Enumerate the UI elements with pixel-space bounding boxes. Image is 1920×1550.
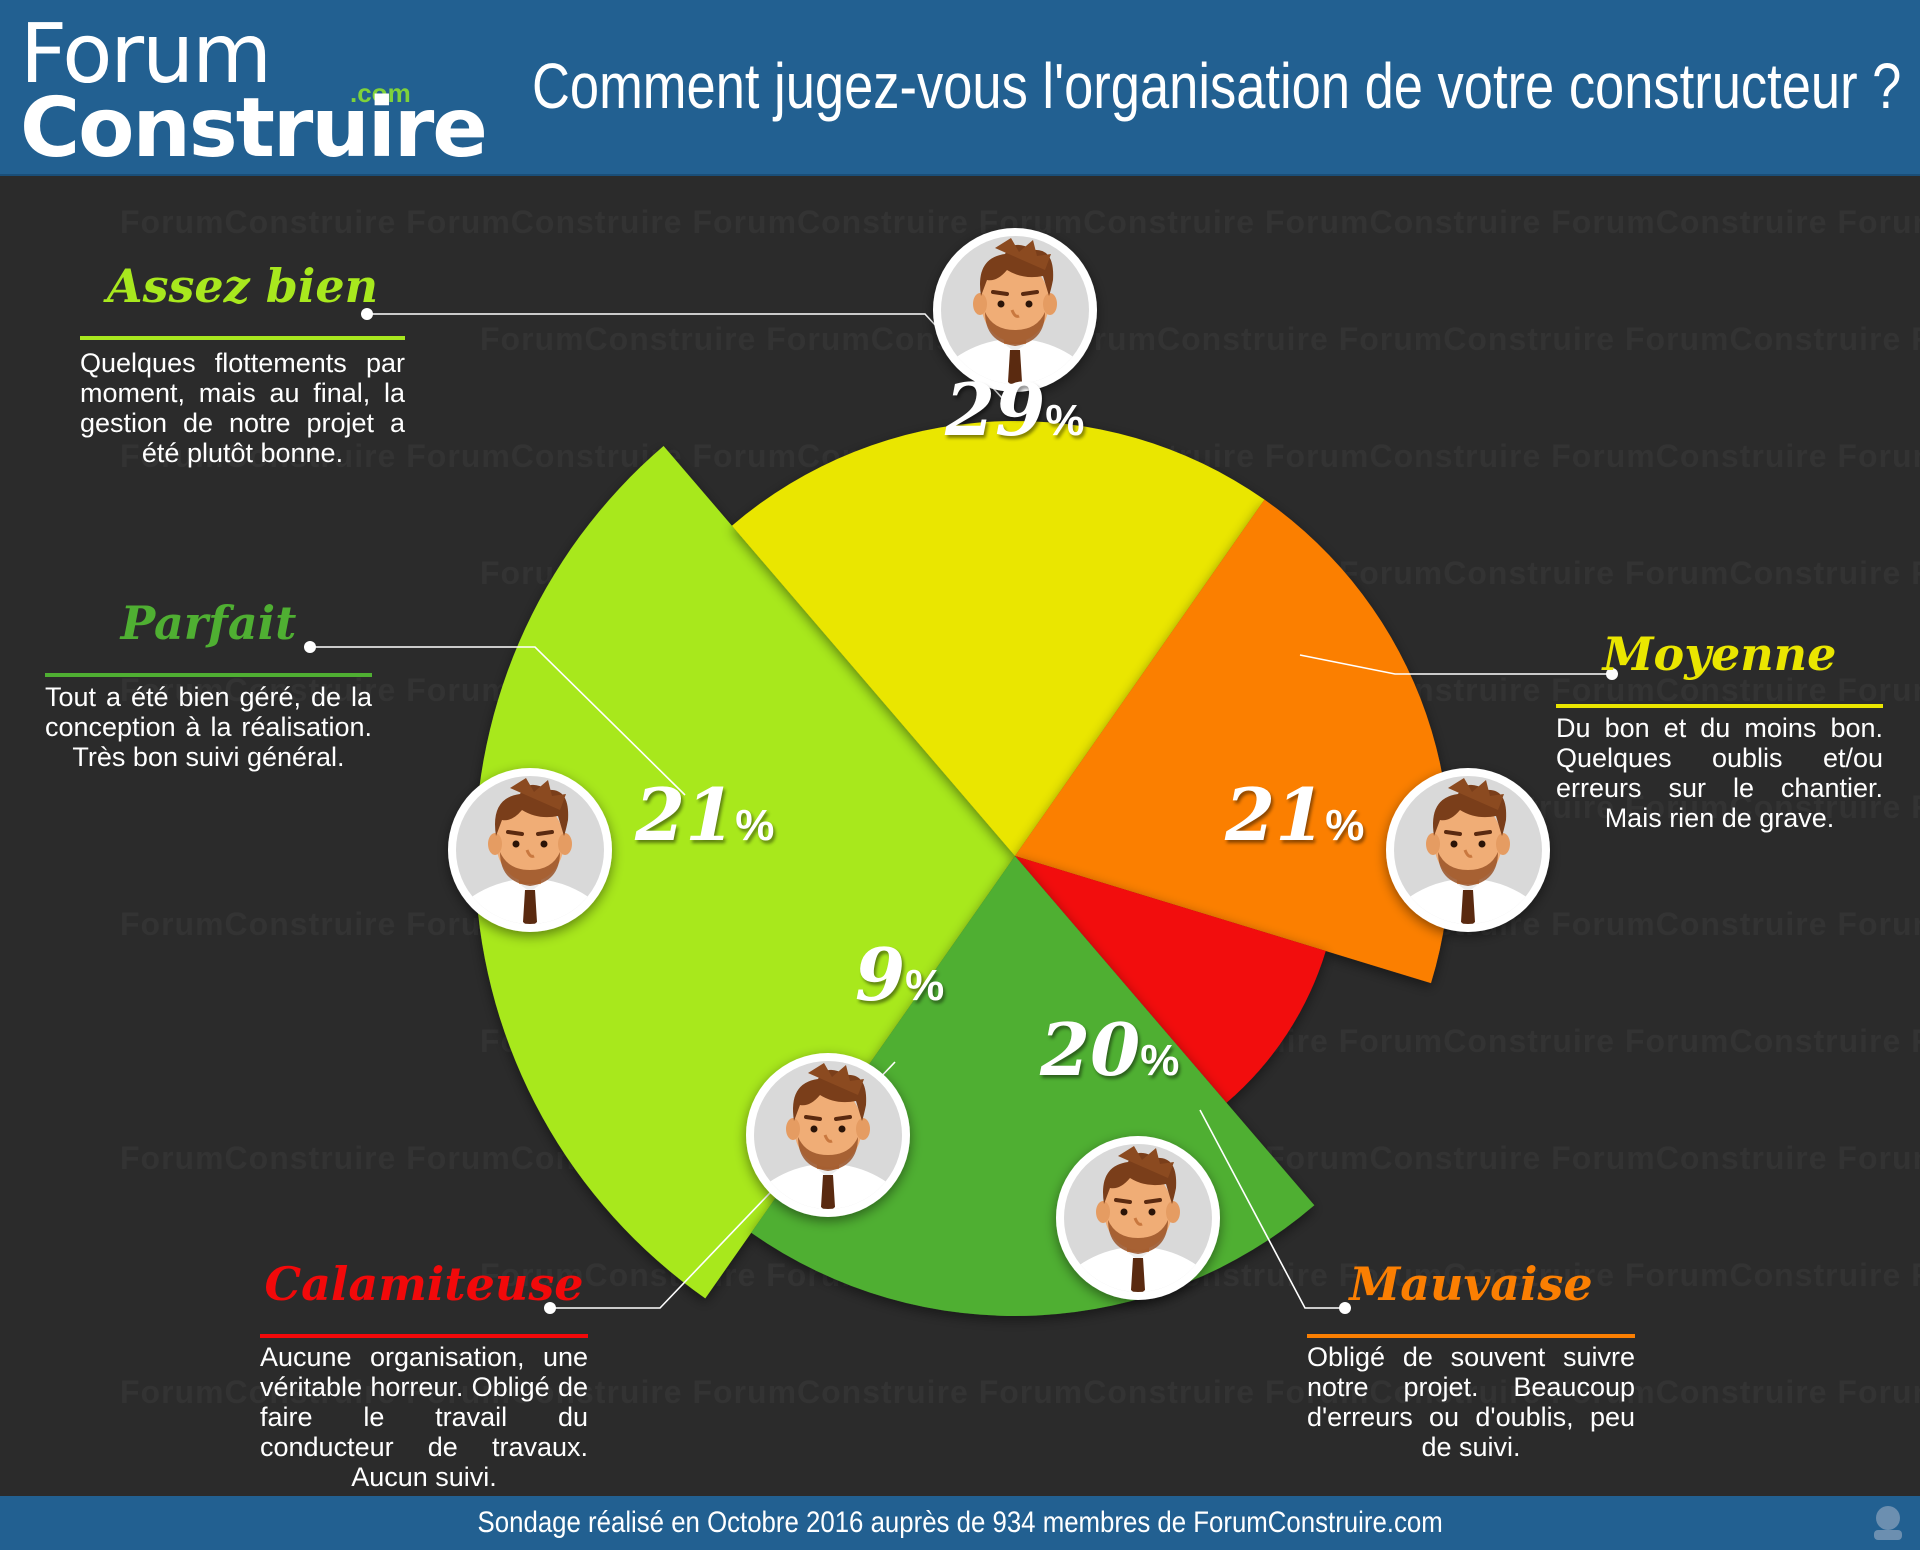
pie-slices (474, 421, 1450, 1316)
pie-slice-moyenne (731, 421, 1265, 856)
percent-value: 29 (945, 367, 1046, 452)
pie-slice-assez-bien (474, 445, 1015, 1299)
avatar-very-happy-icon (1386, 768, 1550, 932)
category-title: Parfait (120, 596, 297, 650)
credit-mascot-icon (1874, 1506, 1902, 1540)
pie-slice-mauvaise (1015, 499, 1450, 984)
category-rule (45, 673, 372, 677)
percent-label: 21% (1225, 775, 1364, 866)
leader-line (1299, 654, 1612, 675)
footer-text: Sondage réalisé en Octobre 2016 auprès d… (477, 1506, 1443, 1539)
percent-label: 21% (635, 775, 774, 866)
percent-sign: % (1045, 396, 1085, 445)
category-rule (1307, 1334, 1635, 1338)
pie-slice-calamiteuse (1015, 856, 1326, 1103)
header: Forum .com Construire Comment jugez-vous… (0, 0, 1920, 176)
leader-line (367, 313, 1016, 413)
percent-label: 9% (855, 935, 944, 1026)
category-title: Moyenne (1602, 627, 1837, 681)
avatar-unhappy-icon (746, 1053, 910, 1217)
percent-sign: % (1325, 801, 1365, 850)
leader-dot (1339, 1302, 1351, 1314)
category-description: Obligé de souvent suivre notre projet. B… (1307, 1342, 1635, 1462)
avatar-happy-icon (933, 228, 1097, 392)
percent-value: 21 (1225, 772, 1326, 857)
category-description: Tout a été bien géré, de la conception à… (45, 682, 372, 772)
percent-value: 21 (635, 772, 736, 857)
percent-label: 20% (1040, 1010, 1179, 1101)
category-description: Du bon et du moins bon. Quelques oublis … (1556, 713, 1883, 833)
leader-dot (1606, 668, 1618, 680)
category-title: Mauvaise (1349, 1257, 1593, 1311)
category-title: Calamiteuse (264, 1257, 584, 1311)
avatar-neutral-icon (1056, 1136, 1220, 1300)
leader-line (310, 646, 686, 796)
category-description: Aucune organisation, une véritable horre… (260, 1342, 588, 1492)
percent-label: 29% (945, 370, 1084, 461)
footer: Sondage réalisé en Octobre 2016 auprès d… (0, 1496, 1920, 1550)
logo-construire: Construire (20, 81, 488, 176)
logo-forum: Forum (20, 7, 272, 102)
leader-dot (544, 1302, 556, 1314)
leader-dot (361, 308, 373, 320)
percent-sign: % (735, 801, 775, 850)
category-rule (260, 1334, 588, 1338)
percent-sign: % (1140, 1036, 1180, 1085)
category-rule (1556, 704, 1883, 708)
avatars (448, 228, 1550, 1300)
category-rule (80, 336, 405, 340)
percent-value: 20 (1040, 1007, 1141, 1092)
logo-com: .com (350, 78, 411, 108)
leader-dot (304, 641, 316, 653)
leader-line (1199, 1109, 1345, 1309)
percent-sign: % (905, 961, 945, 1010)
category-title: Assez bien (106, 259, 379, 313)
percent-value: 9 (855, 932, 906, 1017)
avatar-crying-icon (448, 768, 612, 932)
category-description: Quelques flottements par moment, mais au… (80, 348, 405, 468)
